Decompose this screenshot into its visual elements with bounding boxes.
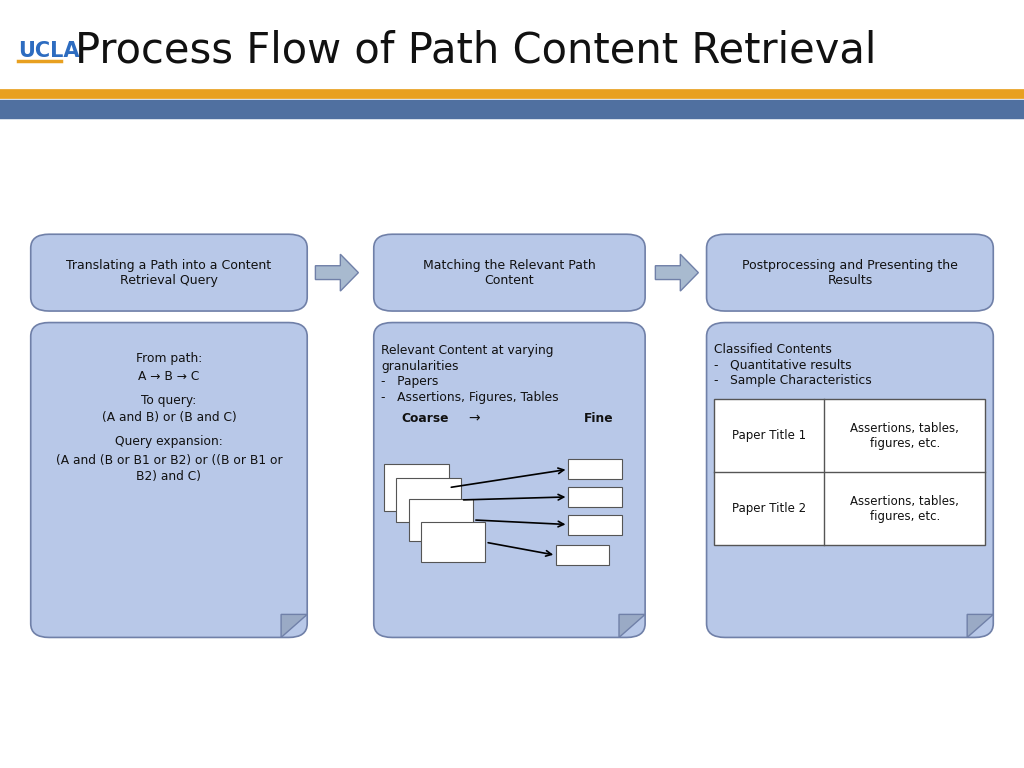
Text: Paper Title 2: Paper Title 2 <box>732 502 806 515</box>
Text: From path:: From path: <box>136 353 202 365</box>
Text: Assertions, tables,
figures, etc.: Assertions, tables, figures, etc. <box>850 495 959 523</box>
FancyBboxPatch shape <box>556 545 609 565</box>
FancyBboxPatch shape <box>409 499 473 541</box>
Text: B2) and C): B2) and C) <box>136 471 202 483</box>
Polygon shape <box>655 254 698 291</box>
FancyBboxPatch shape <box>31 323 307 637</box>
FancyBboxPatch shape <box>421 522 485 562</box>
Text: To query:: To query: <box>141 395 197 407</box>
FancyBboxPatch shape <box>384 464 449 511</box>
FancyBboxPatch shape <box>31 234 307 311</box>
Text: Paper Title 1: Paper Title 1 <box>732 429 806 442</box>
Text: -   Papers: - Papers <box>381 376 438 388</box>
FancyBboxPatch shape <box>374 234 645 311</box>
Text: Matching the Relevant Path
Content: Matching the Relevant Path Content <box>423 259 596 286</box>
FancyBboxPatch shape <box>714 399 985 545</box>
FancyBboxPatch shape <box>396 478 461 522</box>
Text: (A and (B or B1 or B2) or ((B or B1 or: (A and (B or B1 or B2) or ((B or B1 or <box>55 455 283 467</box>
Text: Relevant Content at varying: Relevant Content at varying <box>381 345 553 357</box>
Text: A → B → C: A → B → C <box>138 370 200 382</box>
Polygon shape <box>281 614 307 637</box>
Text: (A and B) or (B and C): (A and B) or (B and C) <box>101 411 237 423</box>
Polygon shape <box>967 614 993 637</box>
Text: -   Assertions, Figures, Tables: - Assertions, Figures, Tables <box>381 391 558 403</box>
FancyBboxPatch shape <box>707 234 993 311</box>
Text: UCLA: UCLA <box>18 41 80 61</box>
Text: Coarse: Coarse <box>401 412 449 425</box>
Text: -   Quantitative results: - Quantitative results <box>714 359 851 371</box>
Text: -   Sample Characteristics: - Sample Characteristics <box>714 374 871 386</box>
Text: Postprocessing and Presenting the
Results: Postprocessing and Presenting the Result… <box>742 259 957 286</box>
FancyBboxPatch shape <box>568 487 622 507</box>
Text: →: → <box>468 412 480 425</box>
Text: Process Flow of Path Content Retrieval: Process Flow of Path Content Retrieval <box>75 30 877 71</box>
Text: granularities: granularities <box>381 360 459 372</box>
FancyBboxPatch shape <box>374 323 645 637</box>
Text: Translating a Path into a Content
Retrieval Query: Translating a Path into a Content Retrie… <box>67 259 271 286</box>
FancyBboxPatch shape <box>568 459 622 479</box>
FancyBboxPatch shape <box>568 515 622 535</box>
Text: Assertions, tables,
figures, etc.: Assertions, tables, figures, etc. <box>850 422 959 450</box>
Text: Query expansion:: Query expansion: <box>115 435 223 448</box>
Polygon shape <box>315 254 358 291</box>
Polygon shape <box>618 614 645 637</box>
Text: Classified Contents: Classified Contents <box>714 343 831 356</box>
FancyBboxPatch shape <box>707 323 993 637</box>
Text: Fine: Fine <box>585 412 613 425</box>
